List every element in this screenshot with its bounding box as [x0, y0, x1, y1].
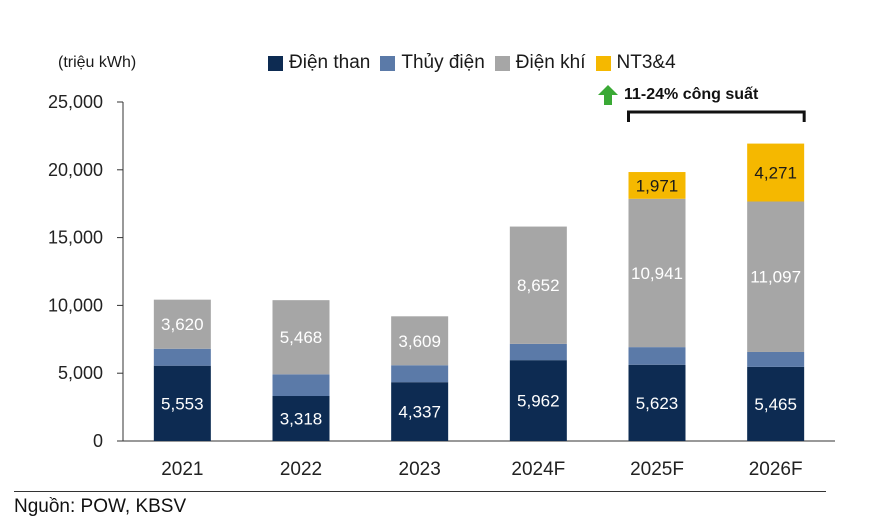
bar-segment	[628, 172, 686, 199]
bar-segment	[747, 143, 805, 202]
up-arrow-icon	[598, 85, 618, 105]
x-tick-label: 2022	[280, 459, 322, 480]
data-label: 3,620	[161, 315, 204, 334]
bar-segment	[628, 198, 686, 348]
legend-swatch-nt34	[595, 55, 611, 71]
data-label: 10,941	[631, 264, 683, 283]
bar-segment	[509, 343, 567, 361]
data-label: 3,318	[280, 410, 323, 429]
bar-segment	[153, 348, 211, 366]
data-label: 11,097	[750, 268, 801, 287]
data-label: 4,271	[754, 164, 797, 183]
y-axis-unit-label: (triệu kWh)	[58, 54, 137, 71]
legend-swatch-thuy-dien	[380, 55, 396, 71]
bar-segment	[509, 360, 567, 441]
legend-item-dien-than: Điện than	[268, 52, 370, 74]
y-tick-label: 10,000	[48, 295, 103, 315]
bar-segment	[272, 374, 330, 397]
bar-segment	[747, 201, 805, 352]
bar-segment	[153, 299, 211, 349]
bar-segment	[391, 365, 449, 383]
annotation-bracket	[627, 110, 806, 122]
bar-segment	[391, 382, 449, 441]
legend-swatch-dien-than	[268, 55, 283, 71]
x-tick-label: 2026F	[749, 459, 803, 480]
x-tick-label: 2025F	[630, 459, 684, 480]
data-label: 1,971	[636, 176, 679, 195]
y-tick-label: 25,000	[48, 92, 103, 112]
data-label: 4,337	[398, 403, 441, 422]
legend-item-dien-khi: Điện khí	[494, 52, 586, 74]
data-label: 5,468	[280, 328, 323, 347]
source-divider	[14, 491, 826, 492]
y-tick-label: 0	[93, 431, 103, 451]
y-tick-label: 5,000	[58, 363, 103, 383]
data-label: 8,652	[517, 276, 560, 295]
y-tick-label: 15,000	[48, 228, 103, 248]
bar-segment	[509, 226, 567, 344]
data-label: 5,962	[517, 392, 560, 411]
data-label: 5,553	[161, 394, 204, 413]
data-label: 5,465	[754, 395, 797, 414]
data-label: 3,609	[398, 332, 441, 351]
x-tick-label: 2024F	[511, 459, 565, 480]
bar-segment	[628, 364, 686, 441]
capacity-annotation: 11-24% công suất	[598, 85, 758, 105]
bar-segment	[391, 316, 449, 366]
bar-segment	[272, 396, 330, 441]
bar-segment	[747, 366, 805, 441]
legend-label-dien-khi: Điện khí	[515, 52, 586, 73]
bar-segment	[747, 351, 805, 367]
bar-segment	[628, 347, 686, 365]
bar-segment	[272, 300, 330, 375]
x-tick-label: 2023	[399, 459, 441, 480]
source-note: Nguồn: POW, KBSV	[14, 496, 187, 517]
legend-item-nt34: NT3&4	[595, 52, 676, 74]
x-tick-label: 2021	[161, 459, 203, 480]
legend-swatch-dien-khi	[494, 55, 510, 71]
y-tick-label: 20,000	[48, 160, 103, 180]
legend-item-thuy-dien: Thủy điện	[380, 52, 485, 74]
legend-label-dien-than: Điện than	[289, 52, 371, 73]
legend: Điện than Thủy điện Điện khí NT3&4	[268, 52, 686, 74]
legend-label-thuy-dien: Thủy điện	[401, 52, 485, 73]
capacity-annotation-text: 11-24% công suất	[624, 86, 759, 103]
legend-label-nt34: NT3&4	[616, 52, 676, 73]
bar-segment	[153, 365, 211, 441]
data-label: 5,623	[636, 394, 679, 413]
